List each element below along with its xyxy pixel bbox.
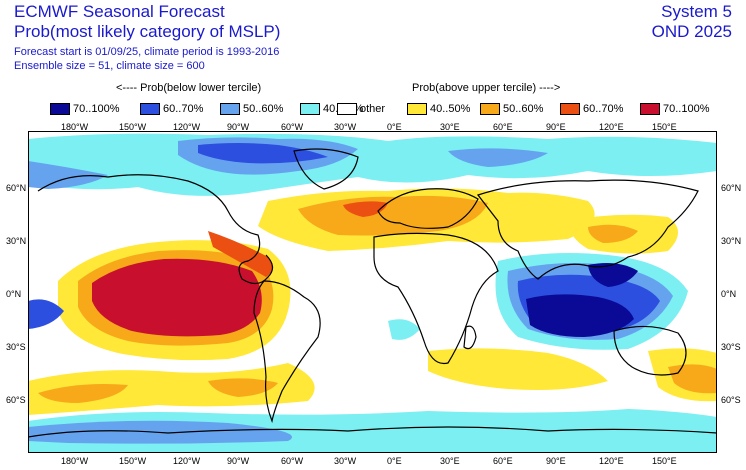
lon-tick-label: 90°E [546,456,566,466]
north-america-coast [37,174,274,285]
lon-tick-label: 150°E [652,456,677,466]
ensemble-size-text: Ensemble size = 51, climate size = 600 [14,60,205,72]
legend-item: 40..50% [407,102,470,116]
lat-tick-label: 0°N [6,289,22,299]
lon-tick-label: 60°W [281,122,304,132]
lon-tick-label: 60°E [493,122,513,132]
lat-tick-label: 60°S [6,395,26,405]
legend-item: 50..60% [220,102,283,116]
system-label: System 5 [661,2,732,21]
legend-label: other [360,103,386,115]
lon-tick-label: 120°W [173,456,201,466]
color-legend: 70..100%60..70%50..60%40..50%other40..50… [50,102,740,116]
south-pacific-orange-2 [208,378,278,397]
legend-item: other [337,102,385,116]
lon-tick-label: 90°W [227,456,250,466]
madagascar-coast [463,325,477,350]
legend-swatch [50,103,70,115]
forecast-start-text: Forecast start is 01/09/25, climate peri… [14,46,280,58]
legend-swatch [220,103,240,115]
europe-coast [377,188,479,229]
lat-tick-label: 30°N [721,236,742,246]
arctic-blue-region [198,143,328,164]
lon-tick-label: 120°E [599,456,624,466]
africa-cyan [388,319,420,340]
legend-swatch [480,103,500,115]
south-america-coast [253,280,321,424]
above-tercile-header: Prob(above upper tercile) ----> [412,82,561,94]
south-pacific-orange [38,384,128,403]
legend-label: 70..100% [663,103,710,115]
australia-coast [613,325,687,376]
lat-tick-label: 30°N [6,236,27,246]
legend-swatch [407,103,427,115]
south-indian-yellow [428,348,608,390]
lon-tick-label: 150°W [119,122,147,132]
lat-tick-label: 30°S [721,342,741,352]
lon-tick-label: 0°E [387,456,402,466]
legend-swatch [140,103,160,115]
alaska-blue [28,161,108,189]
lon-tick-label: 30°W [334,122,357,132]
below-tercile-header: <---- Prob(below lower tercile) [116,82,262,94]
legend-label: 60..70% [163,103,204,115]
legend-label: 70..100% [73,103,120,115]
lon-tick-label: 90°E [546,122,566,132]
pacific-red-region [92,258,262,337]
southeast-orange [668,364,717,394]
lon-tick-label: 90°W [227,122,250,132]
lon-tick-label: 30°W [334,456,357,466]
lat-tick-label: 30°S [6,342,26,352]
west-pacific-blue [28,299,64,329]
legend-swatch [640,103,660,115]
central-america-orange [208,231,273,277]
siberia-cyan [448,148,548,167]
legend-item: 70..100% [50,102,119,116]
legend-item: 70..100% [640,102,709,116]
lon-tick-label: 150°W [119,456,147,466]
lat-tick-label: 0°N [721,289,737,299]
maritime-darkblue [588,263,638,287]
lon-tick-label: 180°W [61,456,89,466]
lon-tick-label: 150°E [652,122,677,132]
page-title: ECMWF Seasonal Forecast [14,2,225,21]
legend-item: 60..70% [140,102,203,116]
legend-swatch [300,103,320,115]
legend-item: 50..60% [480,102,543,116]
lat-tick-label: 60°N [6,183,27,193]
antarctica-coast [28,426,717,438]
asia-orange-region [588,224,638,243]
lon-tick-label: 120°E [599,122,624,132]
lon-tick-label: 180°W [61,122,89,132]
legend-item: 60..70% [560,102,623,116]
atlantic-red-region [343,201,388,217]
legend-label: 40..50% [430,103,471,115]
season-label: OND 2025 [651,22,732,41]
lon-tick-label: 30°E [440,456,460,466]
africa-coast [373,232,499,365]
asia-coast [477,179,699,280]
lon-tick-label: 60°W [281,456,304,466]
page-subtitle: Prob(most likely category of MSLP) [14,22,281,41]
legend-label: 60..70% [583,103,624,115]
legend-swatch [560,103,580,115]
lat-tick-label: 60°N [721,183,742,193]
legend-swatch [337,103,357,115]
lon-tick-label: 30°E [440,122,460,132]
south-pacific-yellow [28,363,315,415]
greenland-coast [293,148,359,190]
world-map [28,131,717,453]
lat-tick-label: 60°S [721,395,741,405]
legend-label: 50..60% [503,103,544,115]
coastlines [28,148,717,438]
lon-tick-label: 120°W [173,122,201,132]
indian-darkblue-region [526,294,634,337]
lon-tick-label: 0°E [387,122,402,132]
lon-tick-label: 60°E [493,456,513,466]
map-frame [28,131,717,453]
legend-label: 50..60% [243,103,284,115]
